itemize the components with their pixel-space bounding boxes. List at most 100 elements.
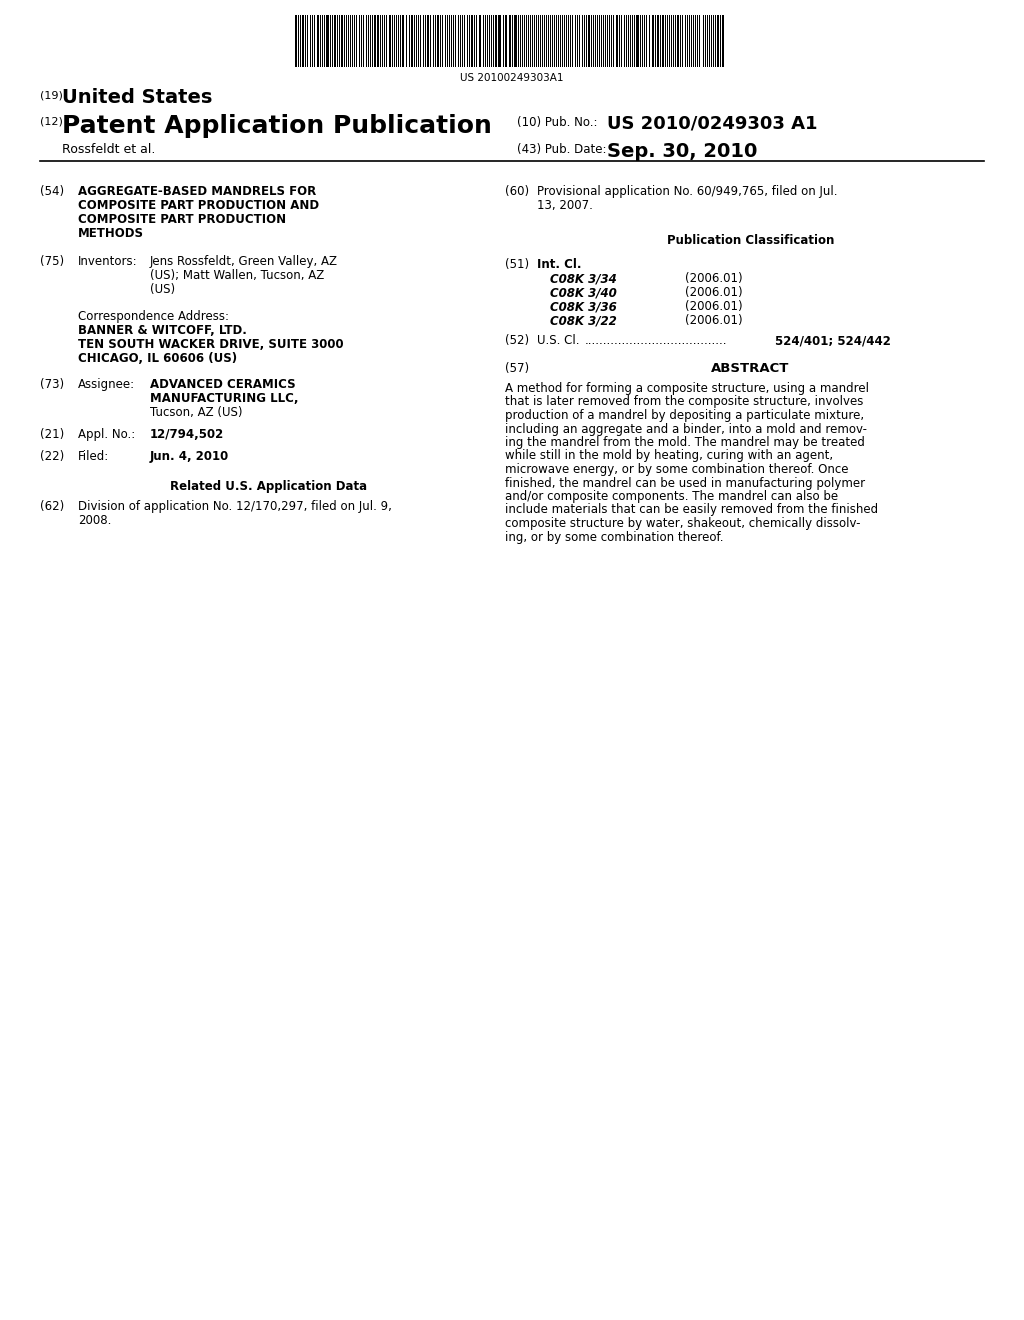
Text: microwave energy, or by some combination thereof. Once: microwave energy, or by some combination… [505,463,849,477]
Text: Tucson, AZ (US): Tucson, AZ (US) [150,407,243,418]
Bar [505,15,507,67]
Text: 524/401; 524/442: 524/401; 524/442 [775,334,891,347]
Bar [514,15,517,67]
Bar [657,15,659,67]
Text: (73): (73) [40,378,65,391]
Text: CHICAGO, IL 60606 (US): CHICAGO, IL 60606 (US) [78,352,238,366]
Text: MANUFACTURING LLC,: MANUFACTURING LLC, [150,392,299,405]
Bar [374,15,376,67]
Text: COMPOSITE PART PRODUCTION AND: COMPOSITE PART PRODUCTION AND [78,199,319,213]
Text: METHODS: METHODS [78,227,144,240]
Text: Inventors:: Inventors: [78,255,137,268]
Text: include materials that can be easily removed from the finished: include materials that can be easily rem… [505,503,879,516]
Bar [341,15,343,67]
Bar [509,15,511,67]
Text: Appl. No.:: Appl. No.: [78,428,135,441]
Text: Int. Cl.: Int. Cl. [537,257,582,271]
Text: C08K 3/34: C08K 3/34 [550,272,616,285]
Text: (43) Pub. Date:: (43) Pub. Date: [517,143,606,156]
Text: Publication Classification: Publication Classification [667,234,835,247]
Text: (51): (51) [505,257,529,271]
Text: ......................................: ...................................... [585,334,727,347]
Text: (60): (60) [505,185,529,198]
Text: COMPOSITE PART PRODUCTION: COMPOSITE PART PRODUCTION [78,213,286,226]
Text: (52): (52) [505,334,529,347]
Text: C08K 3/36: C08K 3/36 [550,300,616,313]
Text: (22): (22) [40,450,65,463]
Bar [334,15,336,67]
Text: ing the mandrel from the mold. The mandrel may be treated: ing the mandrel from the mold. The mandr… [505,436,865,449]
Text: Patent Application Publication: Patent Application Publication [62,114,492,139]
Text: (19): (19) [40,90,62,100]
Text: that is later removed from the composite structure, involves: that is later removed from the composite… [505,396,863,408]
Bar [652,15,654,67]
Text: while still in the mold by heating, curing with an agent,: while still in the mold by heating, curi… [505,450,834,462]
Text: BANNER & WITCOFF, LTD.: BANNER & WITCOFF, LTD. [78,323,247,337]
Bar [495,15,497,67]
Text: TEN SOUTH WACKER DRIVE, SUITE 3000: TEN SOUTH WACKER DRIVE, SUITE 3000 [78,338,344,351]
Bar [377,15,379,67]
Bar [295,15,297,67]
Text: (21): (21) [40,428,65,441]
Bar [479,15,481,67]
Text: C08K 3/22: C08K 3/22 [550,314,616,327]
Text: C08K 3/40: C08K 3/40 [550,286,616,300]
Text: (US); Matt Wallen, Tucson, AZ: (US); Matt Wallen, Tucson, AZ [150,269,325,282]
Text: 12/794,502: 12/794,502 [150,428,224,441]
Text: including an aggregate and a binder, into a mold and remov-: including an aggregate and a binder, int… [505,422,867,436]
Text: (2006.01): (2006.01) [685,300,742,313]
Text: Provisional application No. 60/949,765, filed on Jul.: Provisional application No. 60/949,765, … [537,185,838,198]
Text: (US): (US) [150,282,175,296]
Text: (2006.01): (2006.01) [685,272,742,285]
Text: Assignee:: Assignee: [78,378,135,391]
Text: and/or composite components. The mandrel can also be: and/or composite components. The mandrel… [505,490,838,503]
Text: Jun. 4, 2010: Jun. 4, 2010 [150,450,229,463]
Text: (10) Pub. No.:: (10) Pub. No.: [517,116,597,129]
Bar [437,15,439,67]
Text: 13, 2007.: 13, 2007. [537,199,593,213]
Text: U.S. Cl.: U.S. Cl. [537,334,580,347]
Text: (12): (12) [40,116,62,125]
Bar [302,15,304,67]
Bar [588,15,590,67]
Bar [326,15,329,67]
Text: Jens Rossfeldt, Green Valley, AZ: Jens Rossfeldt, Green Valley, AZ [150,255,338,268]
Text: A method for forming a composite structure, using a mandrel: A method for forming a composite structu… [505,381,869,395]
Text: Related U.S. Application Data: Related U.S. Application Data [170,480,367,492]
Text: US 20100249303A1: US 20100249303A1 [460,73,564,83]
Text: finished, the mandrel can be used in manufacturing polymer: finished, the mandrel can be used in man… [505,477,865,490]
Bar [389,15,391,67]
Bar [498,15,501,67]
Text: (57): (57) [505,362,529,375]
Text: ing, or by some combination thereof.: ing, or by some combination thereof. [505,531,724,544]
Bar [636,15,639,67]
Text: Sep. 30, 2010: Sep. 30, 2010 [607,143,758,161]
Bar [677,15,679,67]
Text: United States: United States [62,88,212,107]
Text: Division of application No. 12/170,297, filed on Jul. 9,: Division of application No. 12/170,297, … [78,500,392,513]
Bar [427,15,429,67]
Text: production of a mandrel by depositing a particulate mixture,: production of a mandrel by depositing a … [505,409,864,422]
Text: (75): (75) [40,255,65,268]
Text: ADVANCED CERAMICS: ADVANCED CERAMICS [150,378,296,391]
Bar [471,15,473,67]
Text: 2008.: 2008. [78,513,112,527]
Text: (2006.01): (2006.01) [685,314,742,327]
Bar [722,15,724,67]
Text: Filed:: Filed: [78,450,110,463]
Text: composite structure by water, shakeout, chemically dissolv-: composite structure by water, shakeout, … [505,517,860,531]
Text: (2006.01): (2006.01) [685,286,742,300]
Text: (62): (62) [40,500,65,513]
Bar [317,15,319,67]
Text: ABSTRACT: ABSTRACT [712,362,790,375]
Bar [662,15,664,67]
Bar [717,15,719,67]
Bar [402,15,404,67]
Text: Correspondence Address:: Correspondence Address: [78,310,229,323]
Text: (54): (54) [40,185,65,198]
Text: Rossfeldt et al.: Rossfeldt et al. [62,143,156,156]
Text: US 2010/0249303 A1: US 2010/0249303 A1 [607,115,817,133]
Text: AGGREGATE-BASED MANDRELS FOR: AGGREGATE-BASED MANDRELS FOR [78,185,316,198]
Bar [616,15,618,67]
Bar [411,15,413,67]
